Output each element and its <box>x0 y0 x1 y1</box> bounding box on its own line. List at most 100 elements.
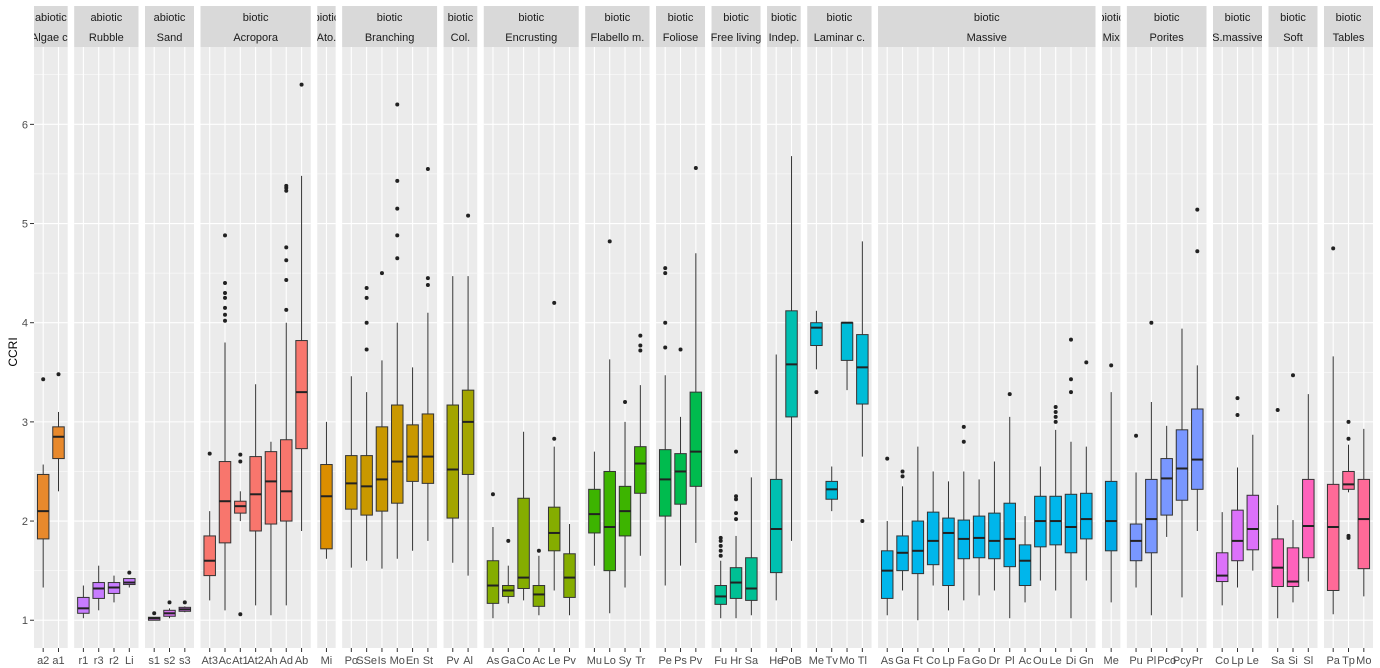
outlier-point <box>1346 533 1351 538</box>
outlier-point <box>284 245 289 250</box>
box-body <box>375 426 389 512</box>
outlier-point <box>425 276 430 281</box>
box-body <box>1003 502 1016 568</box>
box-body <box>1302 478 1315 559</box>
x-tick-label: Tv <box>826 655 839 667</box>
outlier-point <box>860 519 865 524</box>
strip-group-label: biotic <box>518 12 544 24</box>
box <box>320 421 333 559</box>
box <box>1231 396 1244 588</box>
outlier-point <box>900 474 905 479</box>
strip-panel-label: S.massive <box>1212 32 1263 44</box>
box <box>926 471 940 586</box>
outlier-point <box>552 436 557 441</box>
box <box>714 535 727 619</box>
x-tick-label: Co <box>926 655 940 667</box>
x-tick-label: Go <box>972 655 987 667</box>
box <box>689 165 703 543</box>
box <box>461 213 475 576</box>
outlier-point <box>1331 246 1336 251</box>
strip-group-label: biotic <box>1225 12 1251 24</box>
x-tick-label: Le <box>1050 655 1062 667</box>
facet-panel: biotic Massive As Ga Ft Co Lp Fa Go Dr Pl Ac Ou Le Di G… <box>878 6 1096 667</box>
x-tick-label: As <box>487 655 500 667</box>
y-tick-label: 4 <box>22 318 28 330</box>
box <box>375 271 389 569</box>
outlier-point <box>299 82 304 87</box>
outlier-point <box>238 459 243 464</box>
box <box>1018 516 1032 603</box>
outlier-point <box>207 451 212 456</box>
outlier-point <box>167 600 172 605</box>
outlier-point <box>223 295 228 300</box>
box <box>218 233 232 611</box>
box-body <box>203 535 216 577</box>
outlier-point <box>379 271 384 276</box>
box-body <box>714 585 727 605</box>
outlier-point <box>395 178 400 183</box>
box <box>957 424 971 601</box>
box-body <box>880 550 894 599</box>
strip-panel-label: Flabello m. <box>590 32 644 44</box>
box <box>345 376 358 568</box>
box <box>1034 466 1047 581</box>
box-body <box>588 488 601 534</box>
x-tick-label: Mo <box>390 655 405 667</box>
outlier-point <box>395 233 400 238</box>
box-body <box>1064 493 1078 554</box>
x-tick-label: En <box>406 655 419 667</box>
box <box>896 469 909 591</box>
y-tick-label: 3 <box>22 417 28 429</box>
outlier-point <box>623 400 628 405</box>
facet-panel: abiotic Sand s1 s2 s3 <box>145 6 195 667</box>
facet-strip <box>711 6 761 47</box>
facet-strip <box>483 6 579 47</box>
x-tick-label: Ah <box>264 655 277 667</box>
outlier-point <box>961 424 966 429</box>
box <box>769 354 783 601</box>
panel-background <box>74 47 139 648</box>
outlier-point <box>1007 392 1012 397</box>
box-body <box>563 553 576 598</box>
outlier-point <box>536 548 541 553</box>
box-body <box>1175 429 1189 501</box>
strip-panel-label: Porites <box>1150 32 1185 44</box>
box-body <box>547 506 561 552</box>
x-tick-label: r2 <box>109 655 119 667</box>
box <box>1145 320 1158 616</box>
x-tick-label: SSe <box>356 655 377 667</box>
outlier-point <box>182 600 187 605</box>
x-tick-label: Tp <box>1342 655 1355 667</box>
x-tick-label: Pl <box>1146 655 1156 667</box>
x-tick-label: PoB <box>781 655 802 667</box>
box-body <box>603 470 616 572</box>
strip-panel-label: Free living <box>711 32 762 44</box>
strip-panel-label: Laminar c. <box>814 32 865 44</box>
outlier-point <box>1195 207 1200 212</box>
outlier-point <box>607 239 612 244</box>
box-body <box>1286 547 1300 588</box>
x-tick-label: Ft <box>913 655 923 667</box>
x-tick-label: Mi <box>321 655 333 667</box>
facet-panel: biotic Tables Pa Tp Mo <box>1323 6 1373 667</box>
strip-panel-label: Tables <box>1333 32 1365 44</box>
x-tick-label: Ga <box>895 655 911 667</box>
strip-panel-label: Indep. <box>769 32 800 44</box>
strip-group-label: biotic <box>1098 12 1124 24</box>
box-body <box>942 517 955 587</box>
x-tick-label: Sl <box>1303 655 1313 667</box>
outlier-point <box>364 320 369 325</box>
panel-background <box>483 47 579 648</box>
outlier-point <box>466 213 471 218</box>
x-tick-label: Gn <box>1079 655 1094 667</box>
x-tick-label: Fa <box>957 655 971 667</box>
strip-panel-label: Algae c. <box>31 32 71 44</box>
box <box>147 611 161 621</box>
outlier-point <box>734 449 739 454</box>
strip-group-label: biotic <box>771 12 797 24</box>
box-body <box>810 322 823 347</box>
strip-group-label: biotic <box>605 12 631 24</box>
facet-strip <box>34 6 68 47</box>
facet-strip <box>342 6 438 47</box>
facet-panels: abiotic Algae c. a2 a1 abiotic Rubble r1 r3 r2 Li… <box>31 6 1373 667</box>
